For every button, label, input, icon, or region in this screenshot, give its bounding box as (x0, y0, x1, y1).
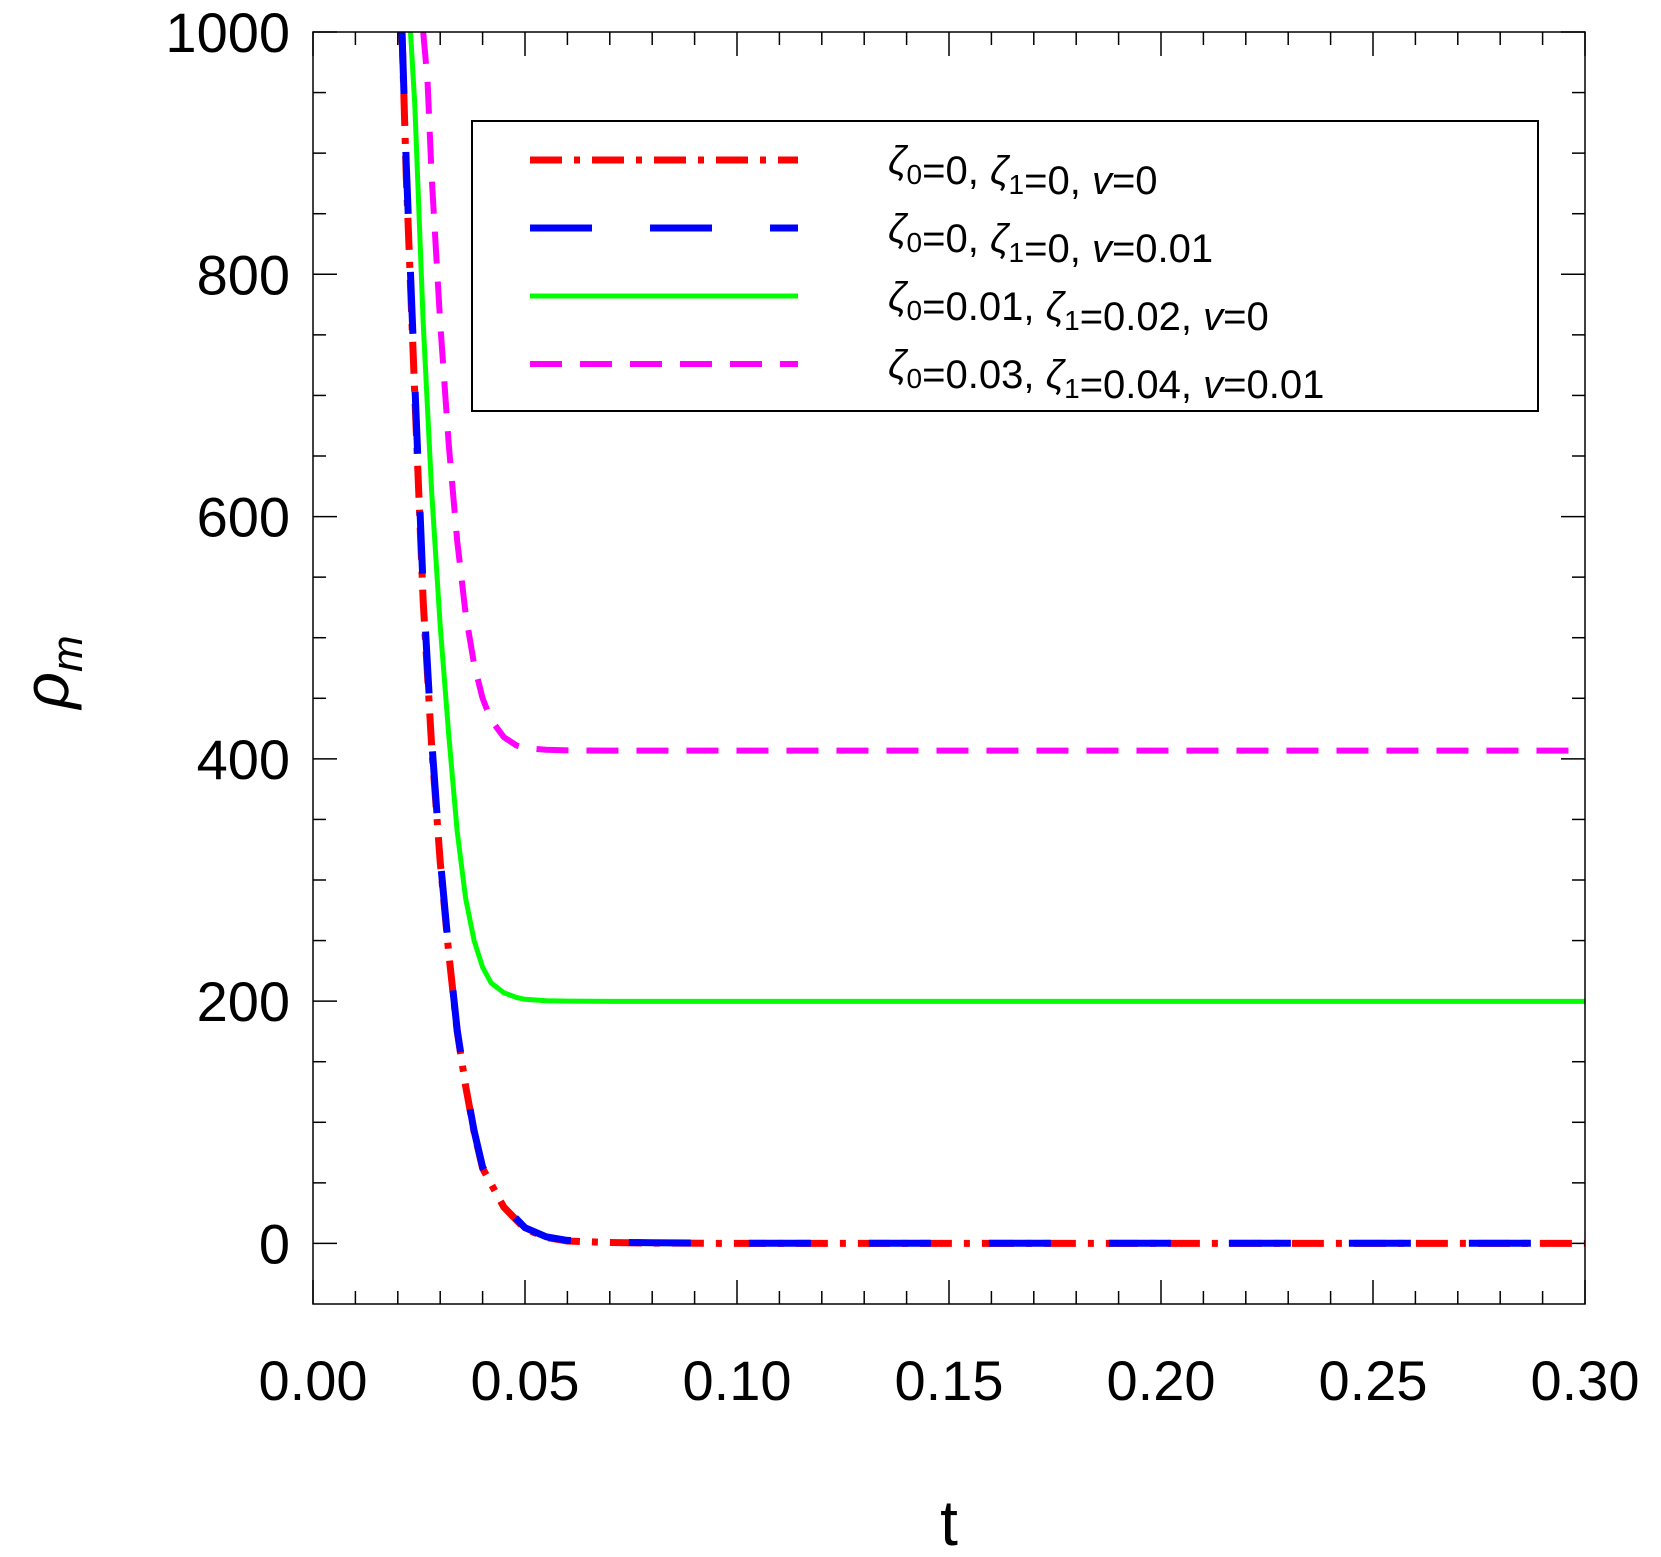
y-tick-label: 0 (259, 1212, 290, 1275)
x-tick-label: 0.30 (1531, 1349, 1640, 1412)
legend-label-3: ζ0=0.01, ζ1=0.02, v=0 (888, 275, 1269, 339)
x-axis-title: t (940, 1487, 958, 1557)
series-group (398, 32, 1585, 1247)
legend-label-4: ζ0=0.03, ζ1=0.04, v=0.01 (888, 343, 1324, 407)
series-line-3 (408, 32, 1585, 1004)
x-tick-label: 0.00 (259, 1349, 368, 1412)
x-tick-labels: 0.00 0.05 0.10 0.15 0.20 0.25 0.30 (259, 1349, 1640, 1412)
series-line-4 (420, 32, 1585, 754)
y-tick-label: 600 (197, 486, 290, 549)
y-axis-title: ρm (10, 635, 92, 710)
legend-label-1: ζ0=0, ζ1=0, v=0 (888, 139, 1158, 203)
series-line-2 (398, 32, 1585, 1247)
y-tick-label: 400 (197, 728, 290, 791)
x-tick-label: 0.20 (1107, 1349, 1216, 1412)
x-tick-label: 0.10 (683, 1349, 792, 1412)
y-tick-labels: 0 200 400 600 800 1000 (165, 1, 290, 1275)
y-tick-label: 200 (197, 970, 290, 1033)
x-tick-label: 0.05 (471, 1349, 580, 1412)
legend-entries: ζ0=0, ζ1=0, v=0ζ0=0, ζ1=0, v=0.01ζ0=0.01… (530, 139, 1324, 407)
plot-frame (312, 31, 1586, 1305)
y-axis-title-symbol: ρ (10, 672, 82, 711)
y-tick-label: 800 (197, 243, 290, 306)
x-tick-label: 0.15 (895, 1349, 1004, 1412)
legend-label-2: ζ0=0, ζ1=0, v=0.01 (888, 207, 1213, 271)
x-tick-label: 0.25 (1319, 1349, 1428, 1412)
y-axis-title-subscript: m (43, 635, 92, 672)
legend: ζ0=0, ζ1=0, v=0ζ0=0, ζ1=0, v=0.01ζ0=0.01… (471, 120, 1539, 412)
y-tick-label: 1000 (165, 1, 290, 64)
